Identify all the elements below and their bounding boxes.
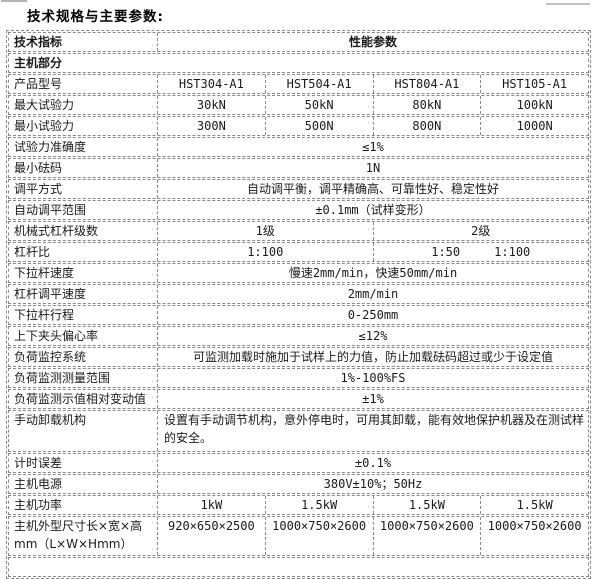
table-row-force-accuracy: 试验力准确度 ≤1%: [8, 137, 589, 157]
spec-value: 500N: [264, 117, 373, 135]
table-row-lever-stages: 机械式杠杆级数 1级 2级: [8, 221, 589, 241]
scan-artifact-top-left: [1, 0, 27, 2]
spec-value: ±1%: [157, 390, 588, 408]
spec-value: 100kN: [480, 96, 588, 114]
spec-label: 下拉杆速度: [14, 266, 75, 280]
table-row-power-supply: 主机电源 380V±10%；50Hz: [8, 474, 589, 494]
spec-value: 920×650×2500: [157, 517, 265, 555]
spec-value: 80kN: [372, 96, 481, 114]
spec-value: 1.5kW: [372, 496, 481, 514]
spec-label: 手动卸载机构: [14, 413, 87, 427]
spec-value: 慢速2mm/min，快速50mm/min: [157, 264, 588, 282]
spec-label-line2: mm（L×W×Hmm）: [14, 537, 133, 551]
table-row-max-force: 最大试验力 30kN 50kN 80kN 100kN: [8, 95, 589, 115]
spec-value: 1级: [157, 222, 373, 240]
scan-artifact-top-right: [546, 3, 590, 5]
spec-value: 50kN: [264, 96, 373, 114]
spec-value: 1%-100%FS: [157, 369, 588, 387]
table-row-manual-unload: 手动卸载机构 设置有手动调节机构，意外停电时，可用其卸载，能有效地保护机器及在测…: [8, 410, 589, 452]
empty-cell: [9, 558, 588, 576]
spec-value: 1.5kW: [480, 496, 588, 514]
table-row-load-relative-variation: 负荷监测示值相对变动值 ±1%: [8, 389, 589, 409]
spec-value: 1000×750×2600: [372, 517, 481, 555]
table-row-auto-leveling-range: 自动调平范围 ±0.1mm（试样变形）: [8, 200, 589, 220]
header-indicator-label: 技术指标: [14, 35, 63, 49]
table-row-clamp-eccentricity: 上下夹头偏心率 ≤12%: [8, 326, 589, 346]
spec-value: ±0.1mm（试样变形）: [157, 201, 588, 219]
spec-value: ≤12%: [157, 327, 588, 345]
table-row-machine-power: 主机功率 1kW 1.5kW 1.5kW 1.5kW: [8, 495, 589, 515]
spec-label: 上下夹头偏心率: [14, 329, 99, 343]
spec-label: 主机功率: [14, 498, 63, 512]
spec-label-line1: 主机外型尺寸长×宽×高: [14, 519, 143, 533]
table-section-row: 主机部分: [8, 53, 589, 73]
spec-value: 800N: [372, 117, 481, 135]
spec-label: 最大试验力: [14, 98, 75, 112]
spec-value: 1000N: [480, 117, 588, 135]
spec-value-pair: 1:50 1:100: [372, 243, 589, 261]
spec-label: 杠杆调平速度: [14, 287, 87, 301]
spec-value: 1.5kW: [264, 496, 373, 514]
spec-value: 1000×750×2600: [480, 517, 588, 555]
spec-label: 最小砝码: [14, 161, 63, 175]
spec-label: 计时误差: [14, 456, 63, 470]
spec-label: 负荷监测示值相对变动值: [14, 392, 147, 406]
table-header-row: 技术指标 性能参数: [8, 32, 589, 52]
spec-label: 调平方式: [14, 182, 63, 196]
spec-value: 30kN: [157, 96, 265, 114]
spec-label: 机械式杠杆级数: [14, 224, 99, 238]
spec-value: HST105-A1: [480, 75, 588, 93]
spec-value: 1kW: [157, 496, 265, 514]
table-row-lever-leveling-speed: 杠杆调平速度 2mm/min: [8, 284, 589, 304]
spec-label: 试验力准确度: [14, 140, 87, 154]
spec-label: 负荷监测测量范围: [14, 371, 111, 385]
spec-label: 主机外型尺寸长×宽×高 mm（L×W×Hmm）: [9, 517, 157, 555]
spec-value: 可监测加载时施加于试样上的力值，防止加载砝码超过或少于设定值: [157, 348, 588, 366]
spec-value: 2级: [372, 222, 589, 240]
spec-value: 设置有手动调节机构，意外停电时，可用其卸载，能有效地保护机器及在测试样的安全。: [157, 411, 588, 451]
spec-value: HST504-A1: [264, 75, 373, 93]
spec-value: 自动调平衡，调平精确高、可靠性好、稳定性好: [157, 180, 588, 198]
spec-label: 产品型号: [14, 77, 63, 91]
spec-value: ≤1%: [157, 138, 588, 156]
spec-value: 1000×750×2600: [264, 517, 373, 555]
spec-label: 杠杆比: [14, 245, 51, 259]
spec-label: 自动调平范围: [14, 203, 87, 217]
spec-value: HST804-A1: [372, 75, 481, 93]
spec-value: ±0.1%: [157, 454, 588, 472]
spec-label: 主机电源: [14, 477, 63, 491]
spec-label: 负荷监控系统: [14, 350, 87, 364]
spec-value: 1:100: [494, 245, 531, 259]
table-row-pull-rod-stroke: 下拉杆行程 0-250mm: [8, 305, 589, 325]
table-row-leveling-method: 调平方式 自动调平衡，调平精确高、可靠性好、稳定性好: [8, 179, 589, 199]
section-title: 主机部分: [14, 56, 63, 70]
table-row-min-weight: 最小砝码 1N: [8, 158, 589, 178]
table-row-lever-ratio: 杠杆比 1:100 1:50 1:100: [8, 242, 589, 262]
spec-table: 技术指标 性能参数 主机部分 产品型号 HST304-A1 HST504-A1 …: [6, 30, 591, 579]
table-row-product-model: 产品型号 HST304-A1 HST504-A1 HST804-A1 HST10…: [8, 74, 589, 94]
header-parameter-label: 性能参数: [157, 33, 588, 51]
table-row-pull-rod-speed: 下拉杆速度 慢速2mm/min，快速50mm/min: [8, 263, 589, 283]
spec-value: 1:50: [431, 245, 461, 259]
spec-label: 最小试验力: [14, 119, 75, 133]
spec-label: 下拉杆行程: [14, 308, 75, 322]
table-row-load-monitoring-system: 负荷监控系统 可监测加载时施加于试样上的力值，防止加载砝码超过或少于设定值: [8, 347, 589, 367]
table-row-empty: [8, 557, 589, 577]
table-row-load-measure-range: 负荷监测测量范围 1%-100%FS: [8, 368, 589, 388]
table-row-dimensions: 主机外型尺寸长×宽×高 mm（L×W×Hmm） 920×650×2500 100…: [8, 516, 589, 556]
spec-value: 0-250mm: [157, 306, 588, 324]
table-row-timing-error: 计时误差 ±0.1%: [8, 453, 589, 473]
spec-value: HST304-A1: [157, 75, 265, 93]
table-row-min-force: 最小试验力 300N 500N 800N 1000N: [8, 116, 589, 136]
spec-value: 1:100: [157, 243, 373, 261]
spec-value: 1N: [157, 159, 588, 177]
page-title: 技术规格与主要参数:: [27, 9, 164, 25]
spec-value: 2mm/min: [157, 285, 588, 303]
spec-value: 300N: [157, 117, 265, 135]
spec-value: 380V±10%；50Hz: [157, 475, 588, 493]
